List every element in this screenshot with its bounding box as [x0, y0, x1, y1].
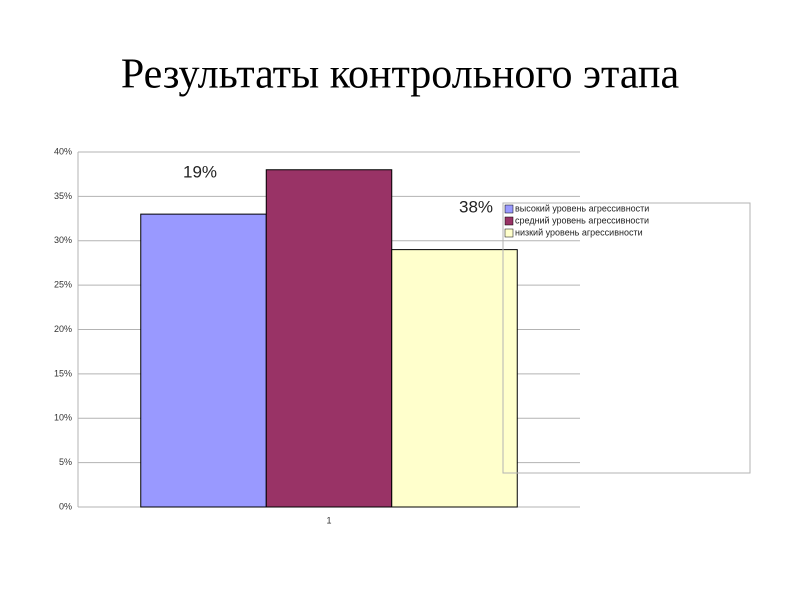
x-tick-label: 1: [326, 515, 331, 525]
legend-swatch: [504, 204, 514, 214]
y-tick-label: 25%: [54, 280, 72, 290]
y-tick-label: 35%: [54, 191, 72, 201]
annotation: 19%: [183, 162, 217, 181]
legend-label: высокий уровень агрессивности: [515, 203, 649, 213]
legend-swatch: [504, 216, 514, 226]
bar: [265, 169, 393, 508]
y-tick-label: 10%: [54, 413, 72, 423]
legend-box: [502, 202, 751, 474]
y-tick-label: 40%: [54, 146, 72, 156]
legend-label: средний уровень агрессивности: [515, 215, 649, 225]
y-tick-label: 15%: [54, 368, 72, 378]
annotation: 38%: [459, 197, 493, 216]
bar: [391, 249, 518, 508]
legend-swatch: [504, 228, 514, 238]
bar: [140, 213, 267, 508]
y-tick-label: 30%: [54, 235, 72, 245]
y-tick-label: 20%: [54, 324, 72, 334]
chart-title: Результаты контрольного этапа: [121, 52, 680, 98]
y-tick-label: 0%: [59, 501, 72, 511]
legend-label: низкий уровень агрессивности: [515, 227, 643, 237]
y-tick-label: 5%: [59, 457, 72, 467]
